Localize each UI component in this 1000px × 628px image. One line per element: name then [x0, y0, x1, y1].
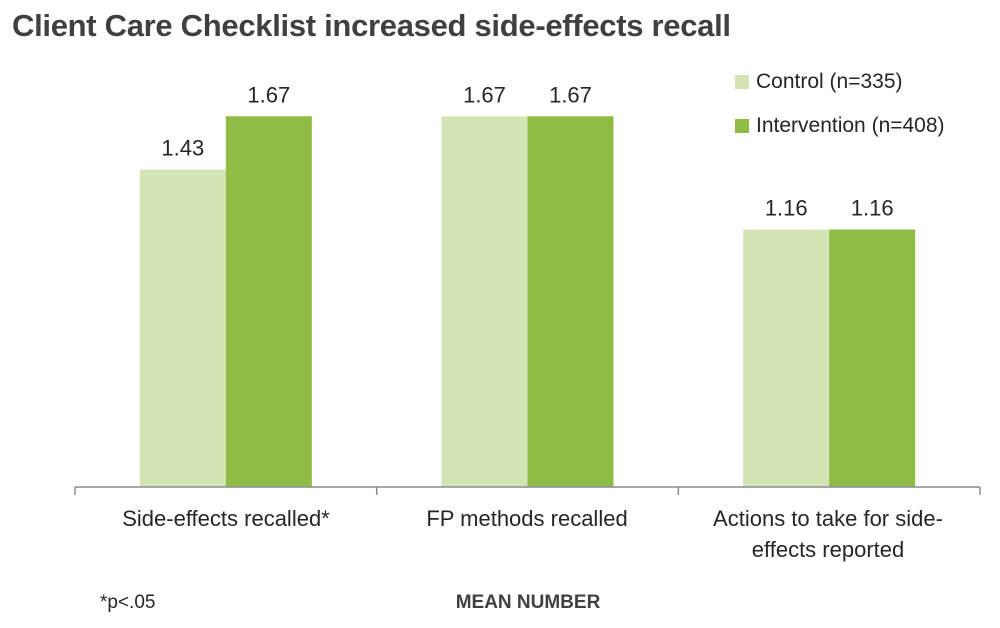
category-label-actions: Actions to take for side- effects report… — [678, 503, 978, 565]
legend-item-intervention: Intervention (n=408) — [735, 104, 945, 148]
category-label-fp-methods: FP methods recalled — [377, 503, 677, 534]
bar-intervention-1 — [527, 116, 614, 487]
category-label-line: FP methods recalled — [426, 506, 628, 531]
legend-swatch-control — [735, 75, 749, 89]
data-label-control-0: 1.43 — [161, 136, 204, 161]
category-label-line: Side-effects recalled* — [122, 506, 330, 531]
legend-swatch-intervention — [735, 119, 749, 133]
data-label-control-1: 1.67 — [463, 82, 506, 107]
data-label-control-2: 1.16 — [765, 195, 808, 220]
legend: Control (n=335) Intervention (n=408) — [735, 60, 945, 148]
legend-label-intervention: Intervention (n=408) — [756, 114, 945, 137]
bar-intervention-0 — [225, 116, 312, 487]
bar-control-1 — [441, 116, 528, 487]
category-label-line: effects reported — [751, 537, 905, 562]
footnote: *p<.05 — [100, 592, 156, 613]
data-label-intervention-0: 1.67 — [247, 82, 290, 107]
category-label-line: Actions to take for side- — [713, 506, 943, 531]
data-label-intervention-2: 1.16 — [851, 195, 894, 220]
legend-item-control: Control (n=335) — [735, 60, 945, 104]
chart-title: Client Care Checklist increased side-eff… — [12, 8, 731, 43]
bar-control-0 — [139, 169, 226, 488]
data-label-intervention-1: 1.67 — [549, 82, 592, 107]
bar-control-2 — [743, 229, 830, 488]
x-axis-title: MEAN NUMBER — [455, 592, 601, 613]
bar-intervention-2 — [829, 229, 916, 488]
category-label-side-effects: Side-effects recalled* — [76, 503, 376, 534]
legend-label-control: Control (n=335) — [756, 70, 903, 93]
